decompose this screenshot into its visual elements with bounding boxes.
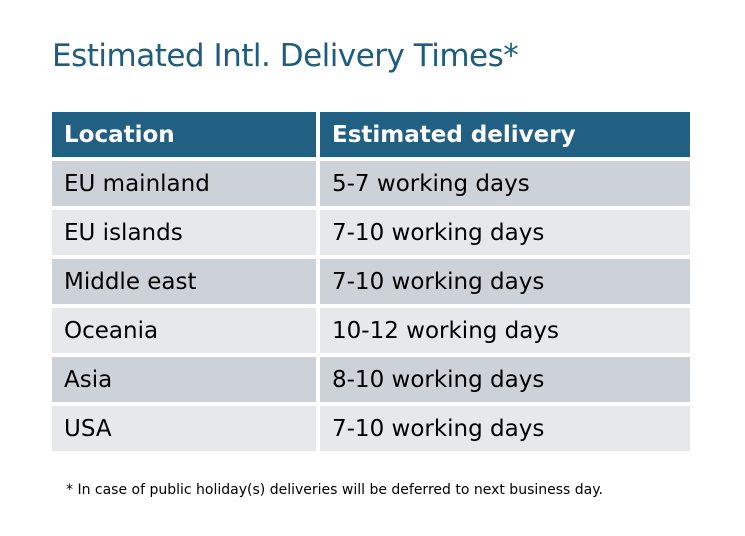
table-row: EU mainland 5-7 working days xyxy=(52,161,690,206)
delivery-cell: 7-10 working days xyxy=(320,259,690,304)
header-location: Location xyxy=(52,112,316,157)
footnote: * In case of public holiday(s) deliverie… xyxy=(66,482,603,498)
table-row: EU islands 7-10 working days xyxy=(52,210,690,255)
location-cell: EU islands xyxy=(52,210,316,255)
header-estimated-delivery: Estimated delivery xyxy=(320,112,690,157)
table-header-row: Location Estimated delivery xyxy=(52,112,690,157)
location-cell: USA xyxy=(52,406,316,451)
delivery-times-table: Location Estimated delivery EU mainland … xyxy=(48,108,694,455)
location-cell: Oceania xyxy=(52,308,316,353)
table-row: Oceania 10-12 working days xyxy=(52,308,690,353)
location-cell: Asia xyxy=(52,357,316,402)
table-row: Asia 8-10 working days xyxy=(52,357,690,402)
delivery-cell: 10-12 working days xyxy=(320,308,690,353)
location-cell: Middle east xyxy=(52,259,316,304)
delivery-cell: 5-7 working days xyxy=(320,161,690,206)
location-cell: EU mainland xyxy=(52,161,316,206)
delivery-cell: 8-10 working days xyxy=(320,357,690,402)
delivery-cell: 7-10 working days xyxy=(320,210,690,255)
table-row: Middle east 7-10 working days xyxy=(52,259,690,304)
delivery-cell: 7-10 working days xyxy=(320,406,690,451)
table-row: USA 7-10 working days xyxy=(52,406,690,451)
page-title: Estimated Intl. Delivery Times* xyxy=(52,38,519,74)
